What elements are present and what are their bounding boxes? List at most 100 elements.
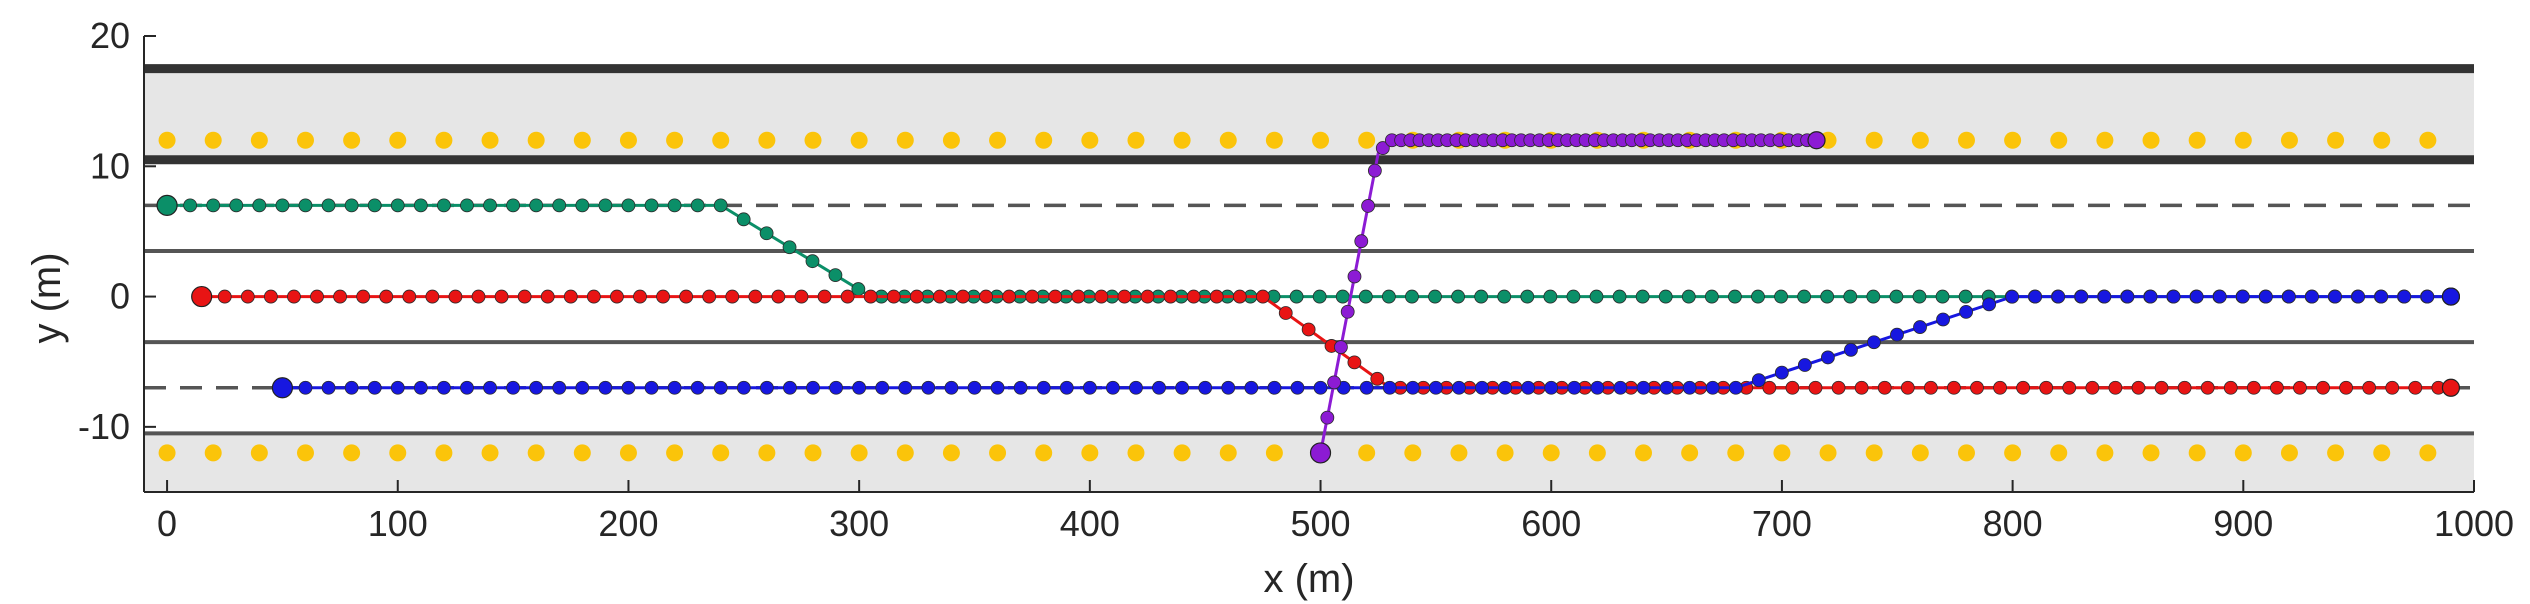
marker-point bbox=[2280, 131, 2298, 149]
trajectory-point bbox=[1982, 297, 1997, 312]
trajectory-point bbox=[425, 289, 440, 304]
trajectory-point bbox=[828, 268, 843, 283]
trajectory-point bbox=[2131, 380, 2146, 395]
marker-point bbox=[1819, 444, 1837, 462]
trajectory-point bbox=[575, 198, 590, 213]
y-axis-label: y (m) bbox=[25, 252, 69, 343]
marker-point bbox=[158, 444, 176, 462]
marker-point bbox=[250, 444, 268, 462]
trajectory-point bbox=[506, 380, 521, 395]
trajectory-point bbox=[610, 289, 624, 304]
trajectory-point bbox=[2385, 380, 2400, 395]
trajectory-2 bbox=[271, 287, 2461, 399]
trajectory-point bbox=[1071, 289, 1086, 304]
trajectory-point bbox=[1843, 289, 1858, 304]
trajectory-point bbox=[1002, 289, 1016, 304]
x-axis-label: x (m) bbox=[1263, 557, 1354, 601]
trajectory-point bbox=[240, 289, 255, 304]
trajectory-point bbox=[1347, 355, 1362, 370]
trajectory-point bbox=[1313, 380, 1328, 395]
trajectory-end bbox=[1807, 131, 1826, 150]
trajectory-point bbox=[494, 289, 509, 304]
marker-point bbox=[1219, 131, 1237, 149]
marker-point bbox=[1496, 444, 1514, 462]
trajectory-point bbox=[367, 380, 382, 395]
trajectory-point bbox=[2351, 289, 2366, 304]
trajectory-point bbox=[1567, 380, 1582, 395]
trajectory-point bbox=[2085, 380, 2100, 395]
trajectory-point bbox=[1354, 234, 1369, 249]
marker-point bbox=[1865, 131, 1883, 149]
trajectory-point bbox=[310, 289, 324, 304]
x-tick-label: 600 bbox=[1521, 503, 1581, 544]
trajectory-point bbox=[2235, 289, 2250, 304]
marker-point bbox=[2188, 444, 2206, 462]
trajectory-point bbox=[1367, 163, 1382, 178]
trajectory-point bbox=[1082, 380, 1097, 395]
trajectory-point bbox=[586, 289, 601, 304]
trajectory-point bbox=[1428, 289, 1442, 304]
trajectory-point bbox=[1866, 289, 1881, 304]
trajectory-point bbox=[1320, 410, 1335, 425]
trajectory-point bbox=[2223, 380, 2238, 395]
trajectory-point bbox=[713, 198, 728, 213]
x-tick-label: 0 bbox=[157, 503, 177, 544]
trajectory-point bbox=[298, 198, 313, 213]
trajectory-point bbox=[1335, 289, 1350, 304]
x-tick-label: 700 bbox=[1752, 503, 1812, 544]
marker-point bbox=[850, 131, 868, 149]
trajectory-point bbox=[1013, 380, 1028, 395]
trajectory-point bbox=[644, 198, 659, 213]
trajectory-point bbox=[621, 198, 636, 213]
trajectory-point bbox=[633, 289, 647, 304]
trajectory-point bbox=[460, 198, 474, 213]
trajectory-start bbox=[191, 285, 213, 308]
trajectory-point bbox=[875, 380, 890, 395]
y-tick-label: 10 bbox=[90, 145, 130, 186]
marker-point bbox=[1450, 444, 1468, 462]
trajectory-point bbox=[2420, 289, 2435, 304]
trajectory-point bbox=[1327, 375, 1342, 390]
trajectory-point bbox=[2051, 289, 2066, 304]
marker-point bbox=[2050, 131, 2068, 149]
trajectory-point bbox=[1428, 380, 1443, 395]
marker-point bbox=[1035, 131, 1053, 149]
trajectory-point bbox=[1797, 289, 1812, 304]
marker-point bbox=[942, 131, 960, 149]
trajectory-point bbox=[1844, 342, 1858, 357]
trajectory-point bbox=[1520, 289, 1535, 304]
trajectory-point bbox=[2200, 380, 2215, 395]
trajectory-point bbox=[1751, 373, 1766, 388]
marker-point bbox=[2188, 131, 2206, 149]
marker-point bbox=[619, 131, 637, 149]
marker-point bbox=[896, 444, 914, 462]
trajectory-point bbox=[2177, 380, 2192, 395]
marker-point bbox=[1542, 444, 1560, 462]
marker-point bbox=[250, 131, 268, 149]
trajectory-point bbox=[1705, 380, 1720, 395]
trajectory-point bbox=[413, 380, 428, 395]
trajectory-point bbox=[1785, 380, 1800, 395]
trajectory-point bbox=[1370, 371, 1385, 386]
trajectory-point bbox=[206, 198, 221, 213]
marker-point bbox=[1265, 131, 1283, 149]
trajectory-point bbox=[598, 380, 613, 395]
marker-point bbox=[2096, 131, 2114, 149]
trajectory-point bbox=[1658, 289, 1673, 304]
trajectory-point bbox=[1923, 380, 1938, 395]
marker-point bbox=[389, 131, 407, 149]
marker-point bbox=[1173, 444, 1191, 462]
axes: 0 100 200 300 400 500 600 700 800 900 1000 -10 0 10 20 bbox=[78, 15, 2514, 544]
marker-point bbox=[989, 444, 1007, 462]
marker-point bbox=[1727, 444, 1745, 462]
trajectory-point bbox=[898, 380, 913, 395]
trajectory-point bbox=[771, 289, 786, 304]
trajectory-point bbox=[759, 226, 774, 241]
y-tick-label: -10 bbox=[78, 406, 130, 447]
trajectory-point bbox=[460, 380, 474, 395]
marker-point bbox=[1957, 444, 1975, 462]
trajectory-point bbox=[1993, 380, 2007, 395]
marker-point bbox=[527, 444, 545, 462]
trajectory-point bbox=[1970, 380, 1984, 395]
